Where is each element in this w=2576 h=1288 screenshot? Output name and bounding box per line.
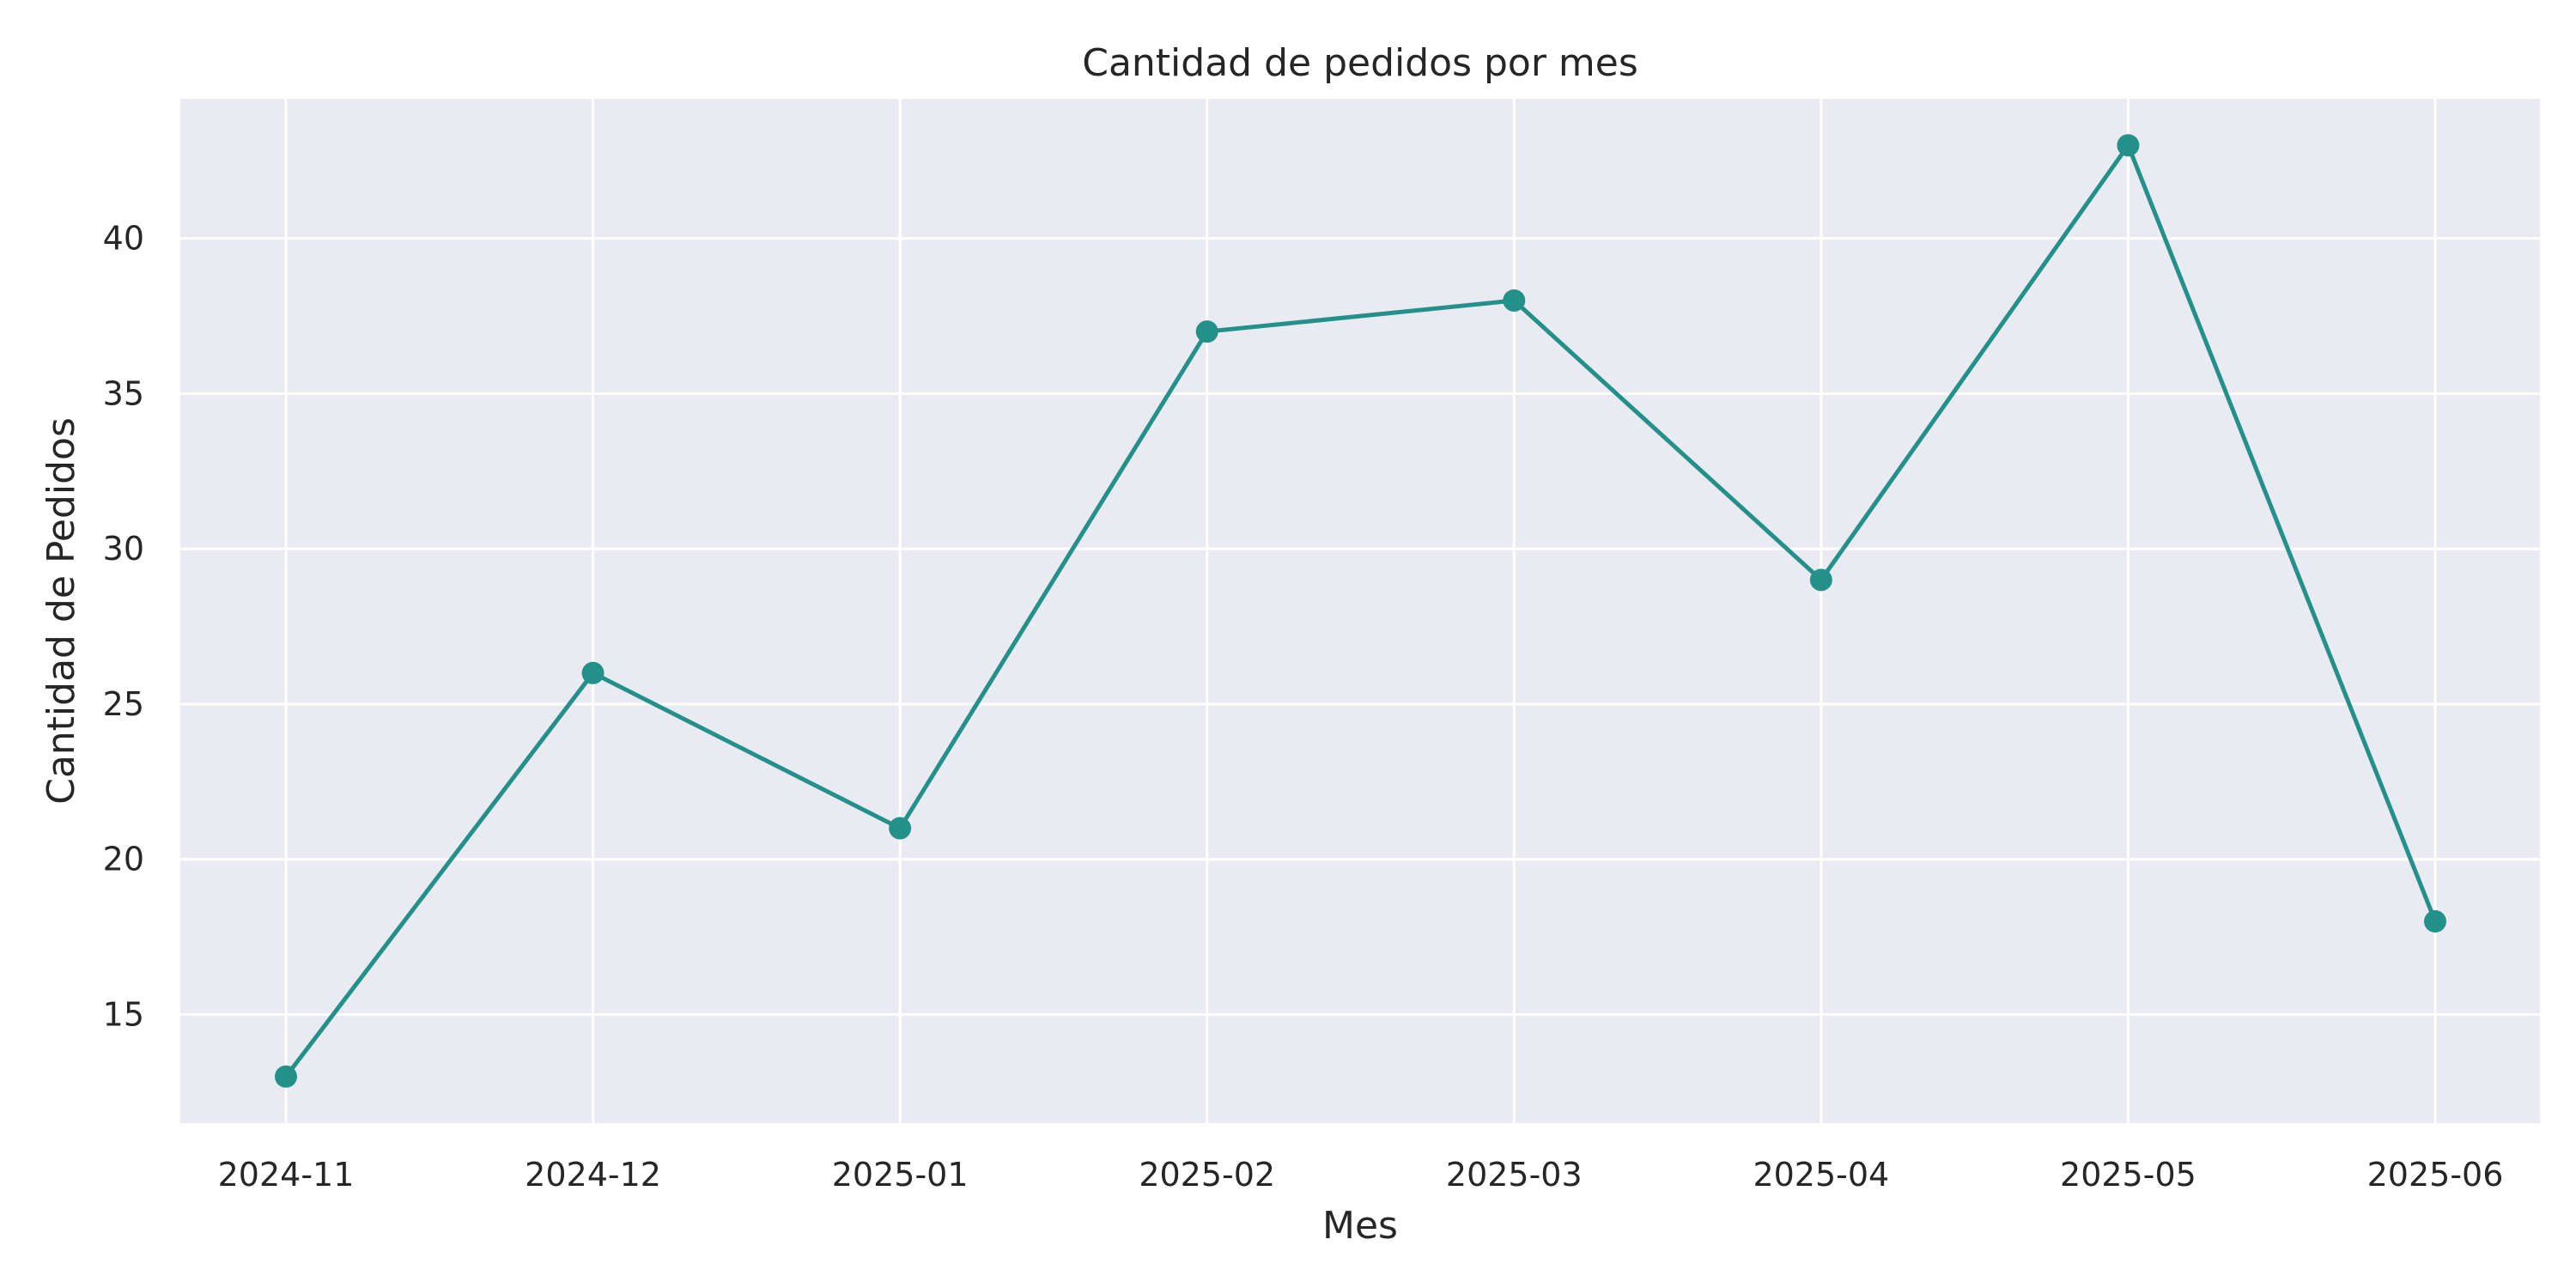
x-tick-label: 2024-11	[218, 1156, 355, 1194]
data-point-2024-12	[581, 661, 605, 684]
x-tick-label: 2025-01	[832, 1156, 969, 1194]
x-tick-label: 2025-04	[1753, 1156, 1889, 1194]
y-axis-ticks: 15 20 25 30 35 40	[103, 220, 144, 1034]
x-tick-label: 2024-12	[525, 1156, 661, 1194]
data-point-2025-01	[889, 817, 912, 840]
x-axis-ticks: 2024-11 2024-12 2025-01 2025-02 2025-03 2025-…	[218, 1156, 2504, 1194]
data-point-2025-06	[2424, 910, 2446, 933]
series-line	[284, 143, 2438, 1078]
x-tick-label: 2025-03	[1446, 1156, 1583, 1194]
y-tick-label: 30	[103, 530, 144, 568]
y-tick-label: 35	[103, 374, 144, 412]
y-axis-label: Cantidad de Pedidos	[39, 417, 83, 805]
y-tick-label: 25	[103, 685, 144, 723]
data-point-2025-04	[1809, 568, 1832, 592]
data-point-2025-02	[1195, 320, 1218, 343]
x-tick-label: 2025-02	[1139, 1156, 1275, 1194]
series-line-layer	[284, 143, 2438, 1078]
data-point-2025-03	[1503, 289, 1526, 312]
y-tick-label: 40	[103, 220, 144, 258]
y-tick-label: 15	[103, 995, 144, 1033]
plot-area	[180, 99, 2540, 1123]
grid-lines	[180, 99, 2540, 1123]
data-points	[275, 134, 2446, 1088]
x-tick-label: 2025-05	[2060, 1156, 2196, 1194]
y-tick-label: 20	[103, 841, 144, 878]
data-point-2025-05	[2117, 134, 2140, 157]
data-point-2024-11	[275, 1065, 297, 1088]
chart-title: Cantidad de pedidos por mes	[1082, 41, 1638, 85]
x-axis-label: Mes	[1322, 1204, 1398, 1248]
x-tick-label: 2025-06	[2367, 1156, 2504, 1194]
